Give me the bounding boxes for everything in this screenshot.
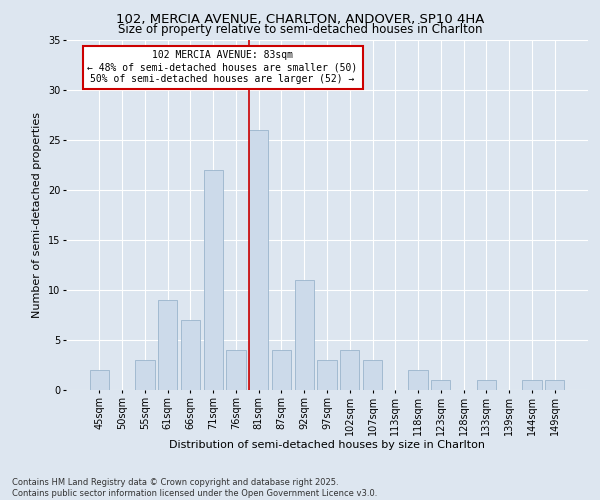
Bar: [203, 170, 223, 390]
Text: 102 MERCIA AVENUE: 83sqm
← 48% of semi-detached houses are smaller (50)
50% of s: 102 MERCIA AVENUE: 83sqm ← 48% of semi-d…: [88, 50, 358, 84]
Bar: [409, 370, 428, 390]
Bar: [340, 350, 359, 390]
X-axis label: Distribution of semi-detached houses by size in Charlton: Distribution of semi-detached houses by …: [169, 440, 485, 450]
Bar: [272, 350, 291, 390]
Bar: [135, 360, 155, 390]
Bar: [295, 280, 314, 390]
Bar: [317, 360, 337, 390]
Bar: [249, 130, 268, 390]
Bar: [226, 350, 245, 390]
Bar: [90, 370, 109, 390]
Text: Size of property relative to semi-detached houses in Charlton: Size of property relative to semi-detach…: [118, 22, 482, 36]
Bar: [181, 320, 200, 390]
Bar: [545, 380, 564, 390]
Bar: [476, 380, 496, 390]
Text: 102, MERCIA AVENUE, CHARLTON, ANDOVER, SP10 4HA: 102, MERCIA AVENUE, CHARLTON, ANDOVER, S…: [116, 12, 484, 26]
Bar: [522, 380, 542, 390]
Bar: [431, 380, 451, 390]
Y-axis label: Number of semi-detached properties: Number of semi-detached properties: [32, 112, 43, 318]
Bar: [158, 300, 178, 390]
Text: Contains HM Land Registry data © Crown copyright and database right 2025.
Contai: Contains HM Land Registry data © Crown c…: [12, 478, 377, 498]
Bar: [363, 360, 382, 390]
